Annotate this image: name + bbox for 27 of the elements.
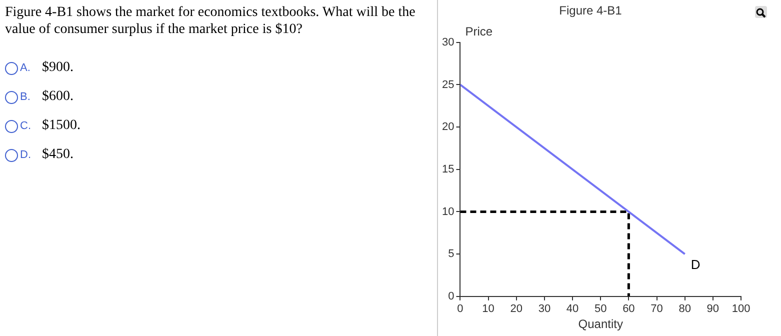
y-tick-label: 30 [442, 36, 454, 48]
y-tick-label: 5 [448, 248, 454, 260]
x-tick-label: 20 [510, 303, 523, 316]
x-tick-label: 70 [650, 303, 663, 316]
y-tick-label: 15 [442, 163, 454, 176]
y-axis-title: Price [465, 24, 493, 39]
y-tick-label: 20 [442, 121, 454, 134]
y-tick-label: 0 [448, 290, 454, 302]
x-tick-label: 100 [732, 303, 750, 316]
x-tick-label: 10 [482, 303, 494, 316]
text: D. $450. [20, 147, 74, 163]
x-tick-label: 0 [457, 303, 464, 316]
x-tick-label: 90 [706, 303, 720, 316]
y-tick-label: 25 [442, 78, 454, 91]
x-tick-label: 30 [538, 303, 551, 316]
caption: Figure 4-B1 shows the market for economics textbooks. What will be the value of consumer surplus if the market price is $10? [5, 4, 416, 38]
x-tick-label: 80 [678, 303, 691, 316]
y-tick-label: 10 [442, 206, 454, 218]
x-tick-label: 60 [622, 303, 635, 316]
x-tick-label: 50 [594, 303, 607, 316]
series-label: D [690, 257, 700, 272]
x-axis-title: Quantity [578, 317, 623, 332]
text: A. $900. [20, 60, 74, 76]
x-tick-label: 40 [566, 303, 579, 316]
chart-title: Figure 4-B1 [559, 4, 622, 18]
text: C. $1500. [20, 118, 80, 134]
text: B. $600. [20, 89, 74, 105]
